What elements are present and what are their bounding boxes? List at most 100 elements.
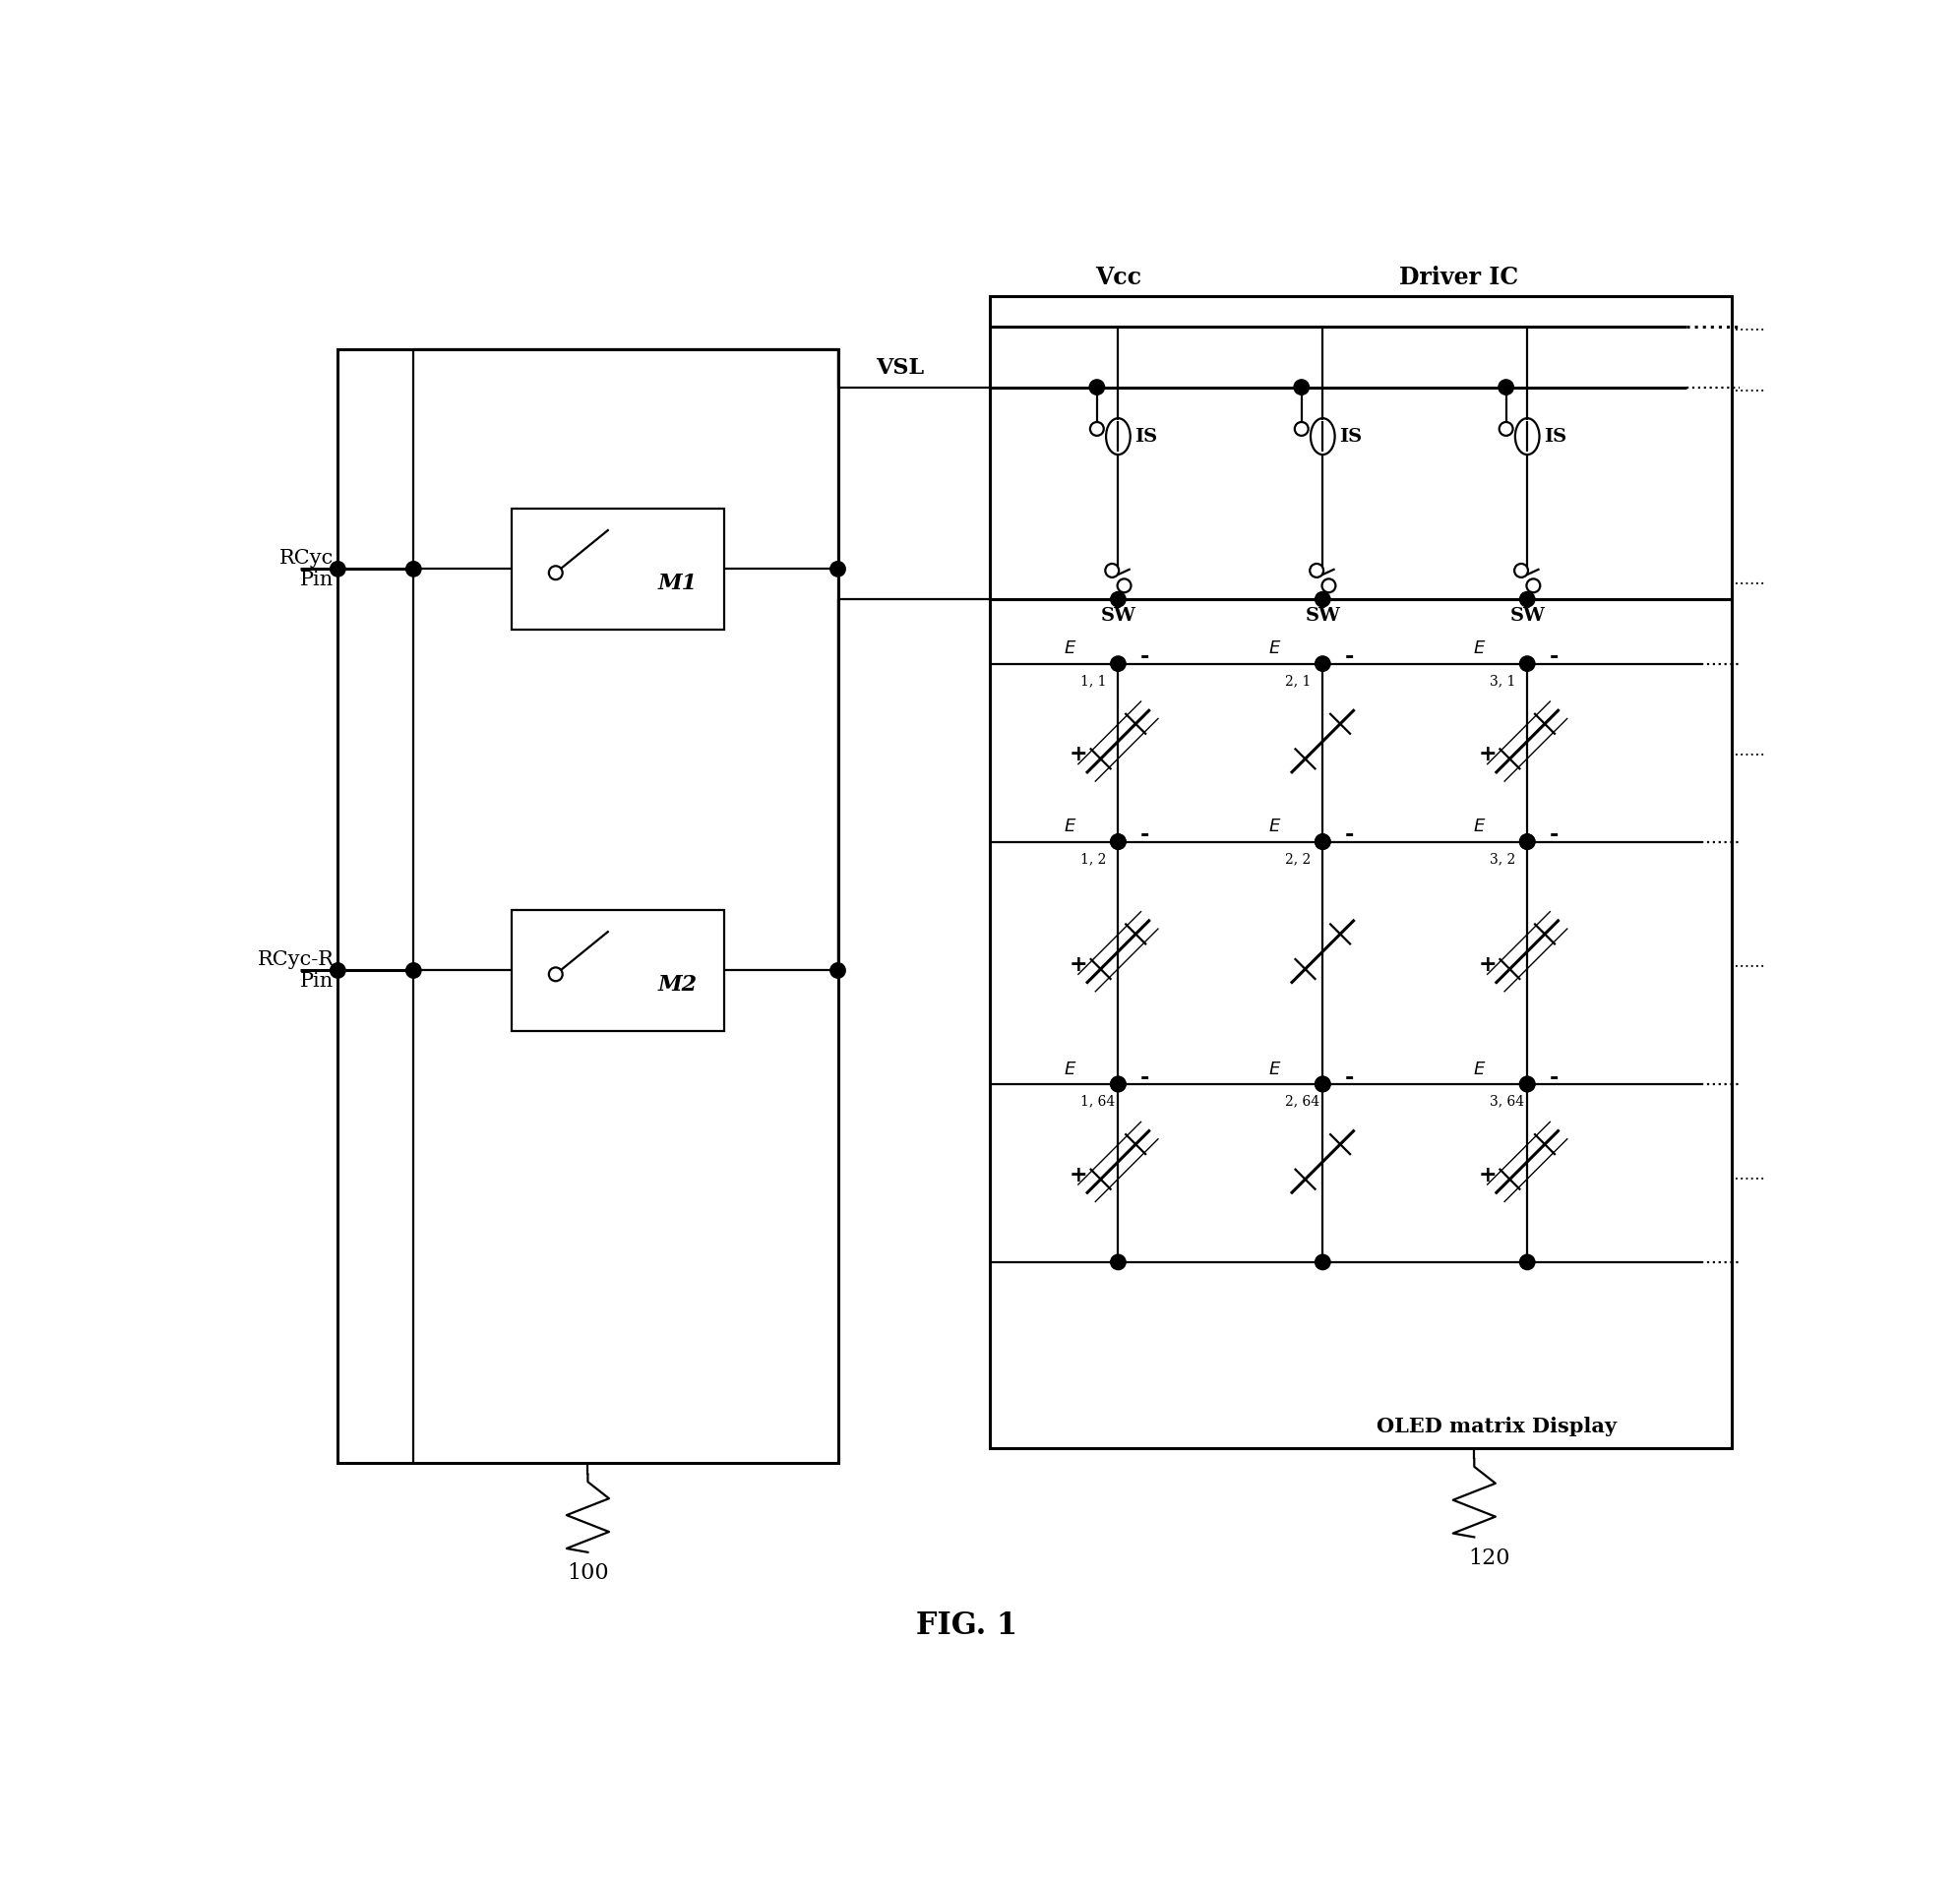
Circle shape [1527,580,1541,593]
Circle shape [1315,1255,1331,1270]
Circle shape [1519,834,1535,849]
Circle shape [1519,1255,1535,1270]
Text: $\mathit{E}$: $\mathit{E}$ [1472,1060,1486,1078]
Circle shape [549,967,563,981]
Text: 1, 64: 1, 64 [1080,1095,1115,1108]
Text: OLED matrix Display: OLED matrix Display [1378,1417,1617,1436]
Circle shape [1090,422,1103,435]
Text: 1, 1: 1, 1 [1080,674,1105,689]
Circle shape [1294,380,1309,395]
Circle shape [831,964,845,979]
Circle shape [1499,422,1513,435]
Text: IS: IS [1135,427,1158,446]
Text: +: + [1070,743,1088,766]
Text: $\mathit{E}$: $\mathit{E}$ [1268,819,1282,836]
Bar [512,508,723,630]
Text: -: - [1141,824,1149,847]
Circle shape [1117,580,1131,593]
Bar [512,909,723,1031]
Circle shape [1519,834,1535,849]
Text: -: - [1141,1067,1149,1090]
Text: -: - [1548,824,1558,847]
Text: RCyc
Pin: RCyc Pin [280,550,333,589]
Text: $\mathit{E}$: $\mathit{E}$ [1064,1060,1076,1078]
Text: -: - [1141,647,1149,668]
Circle shape [1315,834,1331,849]
Text: -: - [1345,647,1354,668]
Bar [990,295,1733,598]
Text: SW: SW [1509,608,1544,625]
Text: -: - [1548,1067,1558,1090]
Text: .......: ....... [1729,1167,1766,1184]
Circle shape [1111,834,1125,849]
Circle shape [1296,422,1309,435]
Circle shape [1111,1077,1125,1092]
Circle shape [1111,657,1125,672]
Circle shape [1315,834,1331,849]
Text: +: + [1478,743,1497,766]
Text: +: + [1070,954,1088,977]
Circle shape [1111,834,1125,849]
Circle shape [1315,1077,1331,1092]
Text: IS: IS [1339,427,1362,446]
Circle shape [549,566,563,580]
Text: 2, 1: 2, 1 [1286,674,1311,689]
Text: RCyc-R
Pin: RCyc-R Pin [257,950,333,990]
Text: Vcc: Vcc [1096,265,1141,290]
Text: $\mathit{E}$: $\mathit{E}$ [1064,640,1076,657]
Circle shape [329,561,345,576]
Circle shape [1519,1077,1535,1092]
Text: $\mathit{E}$: $\mathit{E}$ [1472,640,1486,657]
Text: -: - [1345,1067,1354,1090]
Text: .......: ....... [1729,378,1766,395]
Circle shape [406,964,421,979]
Text: Driver IC: Driver IC [1399,265,1519,290]
Circle shape [1111,591,1125,606]
Text: 1, 2: 1, 2 [1080,853,1105,866]
Text: SW: SW [1305,608,1341,625]
Text: $\mathit{E}$: $\mathit{E}$ [1064,819,1076,836]
Text: .......: ....... [1729,572,1766,589]
Circle shape [329,964,345,979]
Text: $\mathit{E}$: $\mathit{E}$ [1472,819,1486,836]
Circle shape [1315,591,1331,606]
Text: .......: ....... [1729,954,1766,971]
Text: 3, 1: 3, 1 [1490,674,1515,689]
Circle shape [1315,1077,1331,1092]
Text: SW: SW [1100,608,1135,625]
Text: M1: M1 [659,572,698,595]
Circle shape [406,561,421,576]
Text: 100: 100 [566,1562,610,1585]
Text: 2, 64: 2, 64 [1286,1095,1319,1108]
Text: .......: ....... [1729,742,1766,758]
Text: FIG. 1: FIG. 1 [915,1611,1017,1641]
Text: VSL: VSL [876,358,923,378]
Circle shape [1519,657,1535,672]
Text: -: - [1345,824,1354,847]
Circle shape [1111,1255,1125,1270]
Text: $\mathit{E}$: $\mathit{E}$ [1268,640,1282,657]
Circle shape [1499,380,1513,395]
Text: 2, 2: 2, 2 [1286,853,1311,866]
Circle shape [1519,591,1535,606]
Circle shape [1321,580,1335,593]
Text: 3, 64: 3, 64 [1490,1095,1525,1108]
Circle shape [1090,380,1105,395]
Text: +: + [1478,954,1497,977]
Bar [990,598,1733,1447]
Circle shape [1315,657,1331,672]
Text: M2: M2 [659,975,698,996]
Circle shape [1519,1077,1535,1092]
Circle shape [1515,565,1529,578]
Text: +: + [1070,1165,1088,1186]
Circle shape [1309,565,1323,578]
Bar [337,350,837,1462]
Text: IS: IS [1544,427,1566,446]
Text: +: + [1478,1165,1497,1186]
Circle shape [831,561,845,576]
Text: $\mathit{E}$: $\mathit{E}$ [1268,1060,1282,1078]
Circle shape [1111,1077,1125,1092]
Circle shape [1105,565,1119,578]
Text: 120: 120 [1468,1547,1511,1570]
Text: 3, 2: 3, 2 [1490,853,1515,866]
